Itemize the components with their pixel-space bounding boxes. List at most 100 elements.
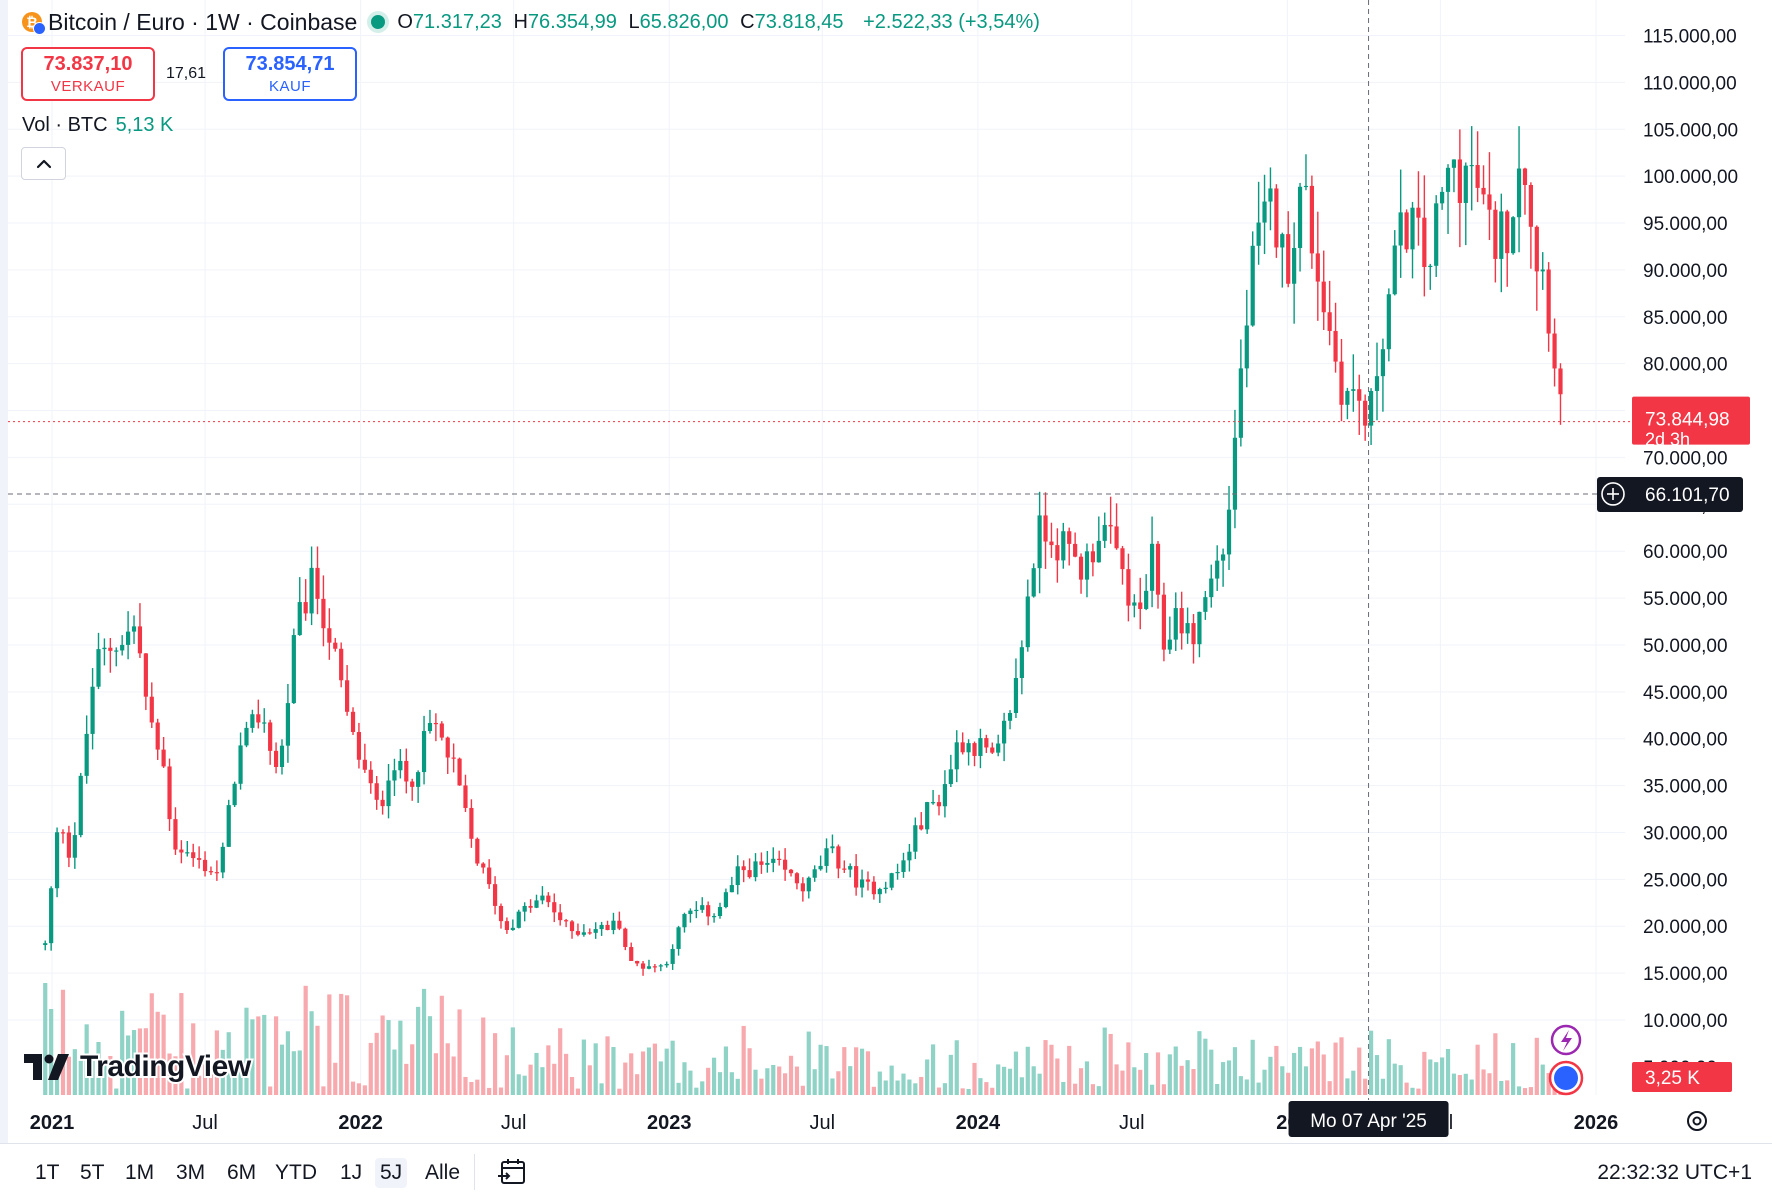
candle — [711, 913, 717, 923]
candle — [1025, 579, 1030, 652]
candle-body — [475, 838, 480, 864]
candle — [575, 923, 581, 937]
range-button-1t[interactable]: 1T — [35, 1161, 60, 1184]
price-chart[interactable]: 10.000,00 15.000,00 20.000,00 25.000,00 30.0… — [0, 0, 1772, 1143]
candle — [1144, 574, 1149, 611]
candle-body — [1445, 167, 1451, 192]
collapse-legend-button[interactable] — [21, 147, 66, 180]
volume-bar — [1215, 1083, 1220, 1095]
candle — [954, 730, 959, 783]
candle — [1173, 592, 1178, 651]
add-alert-icon[interactable] — [1601, 482, 1625, 506]
volume-bar — [1327, 1081, 1332, 1095]
range-button-5j[interactable]: 5J — [375, 1158, 408, 1188]
volume-bar — [262, 1014, 267, 1095]
buy-label: KAUF — [268, 78, 311, 95]
volume-bar — [830, 1078, 835, 1095]
candle — [1250, 231, 1255, 327]
candle — [356, 722, 362, 769]
candle — [60, 829, 66, 844]
volume-bar — [220, 1049, 225, 1095]
candle-body — [617, 920, 622, 929]
volume-bar — [333, 1062, 338, 1095]
buy-button[interactable]: 73.854,71 KAUF — [223, 47, 357, 101]
candle-body — [747, 870, 752, 878]
candle — [1416, 171, 1421, 246]
volume-bar — [238, 1067, 243, 1095]
candle-body — [1522, 168, 1528, 185]
candle-body — [469, 807, 474, 839]
timezone-clock[interactable]: 22:32:32 UTC+1 — [1597, 1161, 1752, 1184]
candle — [339, 642, 344, 688]
chart-overlay — [8, 0, 1632, 1100]
sell-button[interactable]: 73.837,10 VERKAUF — [21, 47, 155, 101]
candle — [1262, 174, 1267, 255]
volume-bar — [1238, 1076, 1243, 1095]
candle — [800, 877, 805, 902]
symbol-title[interactable]: Bitcoin / Euro · 1W · Coinbase — [48, 8, 358, 35]
price-tick-label: 30.000,00 — [1643, 823, 1728, 844]
candle-body — [1043, 515, 1048, 542]
volume-bar — [131, 1030, 137, 1095]
volume-bar — [463, 1076, 468, 1095]
candle-body — [1078, 556, 1084, 580]
volume-bar — [729, 1072, 734, 1095]
volume-bar — [806, 1031, 811, 1095]
candle — [451, 743, 456, 773]
volume-bar — [652, 1043, 657, 1095]
range-button-3m[interactable]: 3M — [176, 1161, 206, 1184]
candle — [948, 754, 953, 788]
candle — [635, 960, 640, 967]
volume-bar — [788, 1055, 794, 1095]
candle-body — [1144, 590, 1149, 609]
candle — [1363, 394, 1368, 441]
candle — [842, 860, 847, 873]
candle-body — [1552, 333, 1557, 369]
candle-body — [753, 861, 758, 878]
range-button-1j[interactable]: 1J — [340, 1161, 363, 1184]
candle — [694, 901, 699, 919]
candle — [1345, 387, 1350, 420]
candle-body — [155, 722, 160, 750]
go-to-date-button[interactable] — [497, 1156, 529, 1193]
candle-body — [942, 784, 948, 807]
range-button-ytd[interactable]: YTD — [275, 1161, 317, 1184]
chart-settings-button[interactable] — [1687, 1111, 1707, 1131]
range-button-alle[interactable]: Alle — [425, 1161, 461, 1184]
range-button-6m[interactable]: 6M — [227, 1161, 257, 1184]
volume-bar — [771, 1064, 776, 1095]
candle-body — [759, 861, 764, 865]
candle — [854, 854, 859, 896]
candle-body — [1493, 209, 1498, 259]
volume-bar — [1540, 1064, 1545, 1095]
candle — [1475, 131, 1480, 203]
candle — [256, 699, 261, 729]
candle — [528, 899, 533, 913]
volume-bar — [534, 1052, 539, 1095]
candle-body — [948, 769, 953, 785]
candle-body — [1138, 602, 1143, 609]
volume-bar — [765, 1068, 770, 1095]
volume-bar — [540, 1067, 545, 1095]
candle-body — [84, 733, 89, 776]
close-value: 73.818,45 — [754, 10, 844, 33]
volume-bar — [368, 1042, 373, 1095]
candle — [895, 863, 900, 880]
candle-body — [883, 887, 888, 890]
range-button-5t[interactable]: 5T — [80, 1161, 105, 1184]
candle — [1292, 222, 1297, 324]
volume-bar — [250, 1019, 255, 1095]
candle — [806, 876, 811, 899]
candle — [676, 925, 681, 956]
volume-value: 5,13 K — [115, 114, 174, 136]
range-button-1m[interactable]: 1M — [125, 1161, 155, 1184]
volume-bar — [723, 1046, 729, 1095]
volume-bars — [43, 983, 1563, 1095]
candle-body — [202, 859, 208, 872]
volume-bar — [90, 1058, 95, 1095]
volume-bar — [1522, 1088, 1528, 1095]
volume-bar — [339, 993, 344, 1095]
candle — [185, 840, 190, 857]
candle-body — [1357, 389, 1362, 401]
candle — [463, 774, 468, 812]
